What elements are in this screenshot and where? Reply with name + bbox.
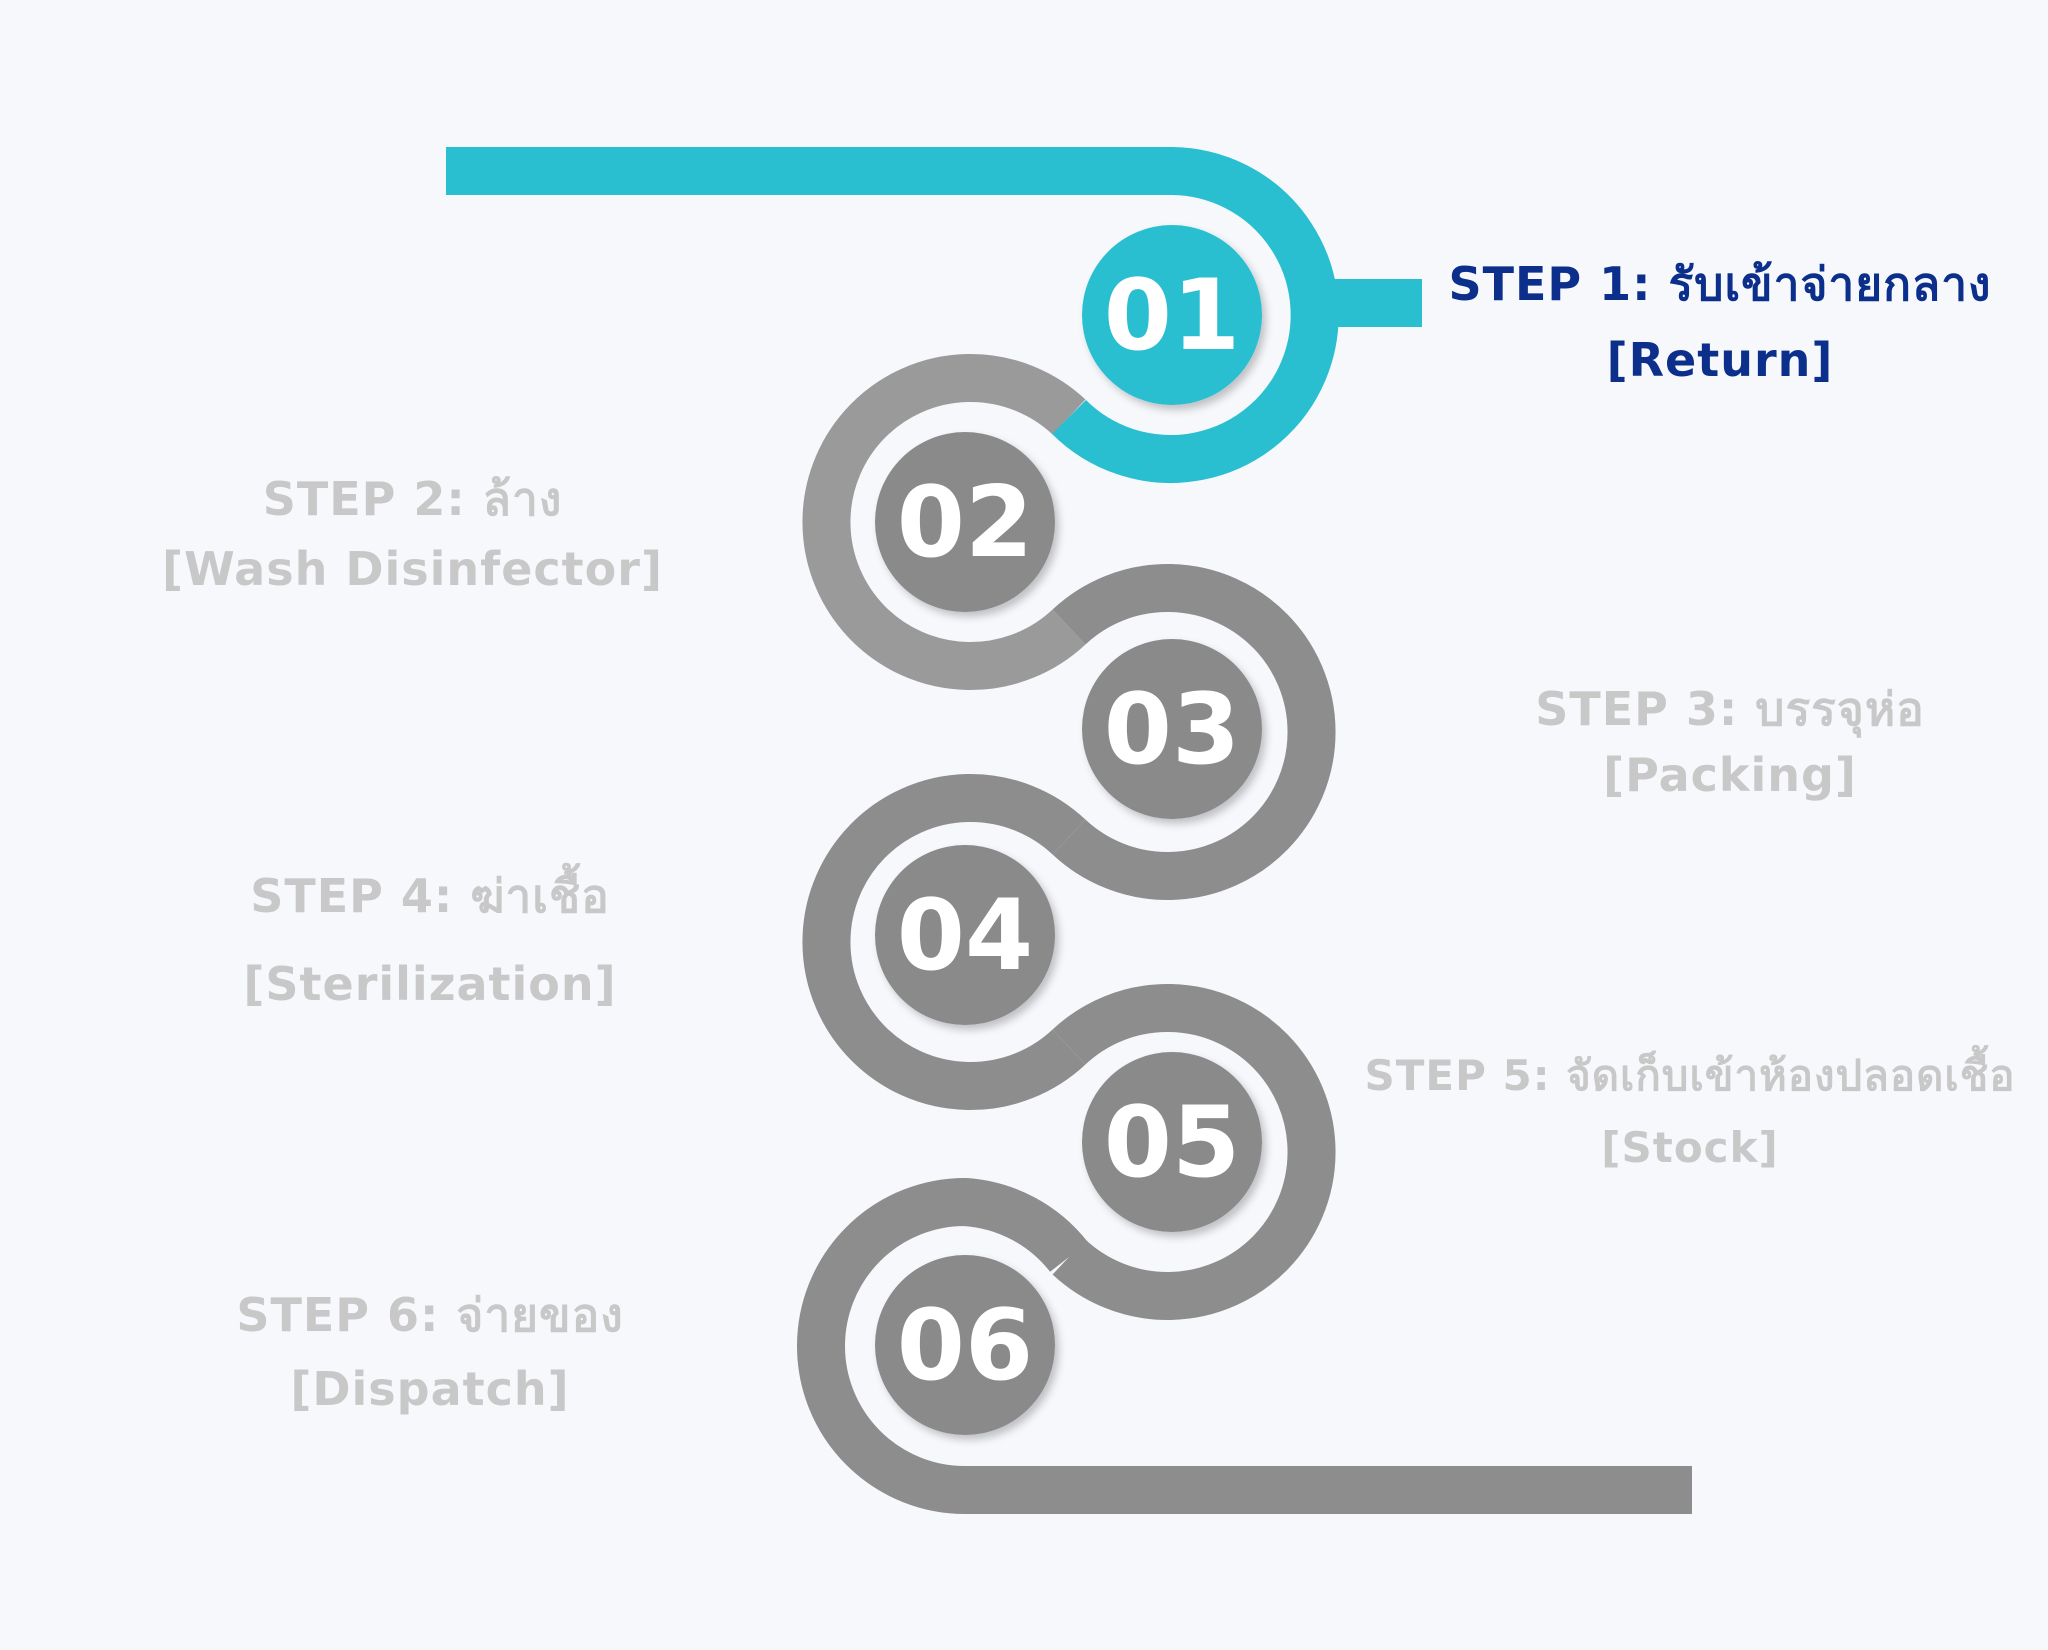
track-segment-4 [802,774,1086,1110]
step-2-badge: 02 [875,432,1055,612]
track-segment-3 [1052,564,1336,900]
step-1-subtitle: [Return] [1606,333,1834,387]
step-5-label: STEP 5: จัดเก็บเข้าห้องปลอดเชื้อ [Stock] [1340,1040,2040,1184]
step-3-subtitle: [Packing] [1603,748,1857,802]
step-5-number: 05 [1104,1086,1240,1200]
step-1-number: 01 [1104,259,1240,373]
step-4-label: STEP 4: ฆ่าเชื้อ [Sterilization] [140,852,720,1028]
step-1-label: STEP 1: รับเข้าจ่ายกลาง [Return] [1400,246,2040,398]
step-4-title: STEP 4: ฆ่าเชื้อ [250,869,610,923]
step-1-title: STEP 1: รับเข้าจ่ายกลาง [1448,257,1992,311]
step-2-subtitle: [Wash Disinfector] [162,542,663,596]
step-5-badge: 05 [1082,1052,1262,1232]
step-4-number: 04 [897,879,1033,993]
track-segment-1 [446,147,1339,483]
active-track [446,147,1422,483]
step-3-title: STEP 3: บรรจุห่อ [1535,682,1925,736]
step-6-badge: 06 [875,1255,1055,1435]
step-3-number: 03 [1104,673,1240,787]
step-5-title: STEP 5: จัดเก็บเข้าห้องปลอดเชื้อ [1364,1051,2016,1100]
step-3-circle [1082,639,1262,819]
step-1-circle [1082,225,1262,405]
step-6-subtitle: [Dispatch] [290,1362,570,1416]
step-5-circle [1082,1052,1262,1232]
step-2-circle [875,432,1055,612]
inactive-track [797,354,1692,1514]
step-6-circle [875,1255,1055,1435]
step-circles: 01 02 03 04 05 06 [875,225,1262,1435]
step-6-number: 06 [897,1289,1033,1403]
step-3-badge: 03 [1082,639,1262,819]
step-5-subtitle: [Stock] [1601,1123,1779,1172]
step-6-title: STEP 6: จ่ายของ [236,1288,624,1342]
step-3-label: STEP 3: บรรจุห่อ [Packing] [1440,676,2020,808]
step-1-badge: 01 [1082,225,1262,405]
step-2-number: 02 [897,466,1033,580]
step-2-label: STEP 2: ล้าง [Wash Disinfector] [120,464,705,604]
track-segment-5 [1052,984,1336,1320]
step-4-badge: 04 [875,845,1055,1025]
step-4-subtitle: [Sterilization] [243,957,617,1011]
step-6-label: STEP 6: จ่ายของ [Dispatch] [140,1278,720,1426]
track-segment-6 [797,1177,1692,1514]
track-segment-2 [802,354,1086,690]
step-4-circle [875,845,1055,1025]
step-2-title: STEP 2: ล้าง [262,472,563,526]
